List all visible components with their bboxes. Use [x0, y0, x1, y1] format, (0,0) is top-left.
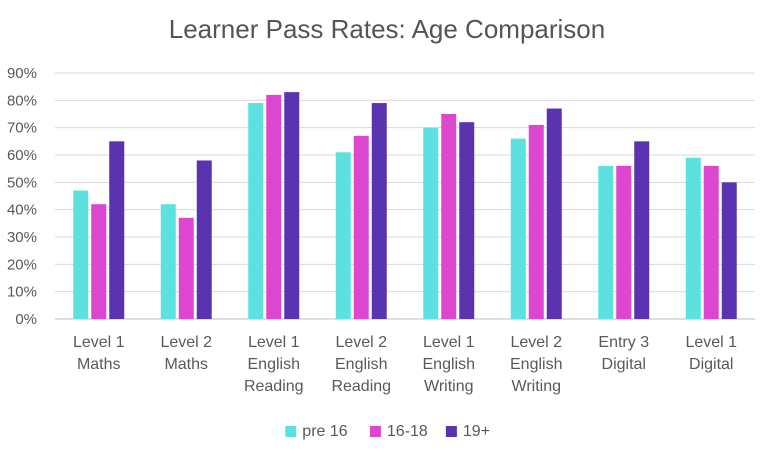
y-tick-label: 0%: [15, 311, 37, 328]
bar: [178, 217, 194, 319]
bar: [703, 165, 719, 319]
bar: [353, 135, 369, 319]
bar: [616, 165, 632, 319]
bar: [266, 94, 282, 319]
y-tick-label: 50%: [7, 174, 37, 191]
x-tick-label: Level 1 Maths: [73, 334, 125, 373]
legend-swatch: [285, 426, 297, 437]
bar: [109, 141, 125, 319]
bar: [160, 204, 176, 319]
bar: [371, 103, 387, 319]
x-tick-label: Level 2 English Writing: [510, 334, 562, 395]
legend-label: 19+: [463, 423, 490, 440]
bar: [721, 182, 737, 319]
bar: [284, 92, 300, 319]
bars: [73, 92, 737, 320]
legend-swatch: [445, 426, 457, 437]
y-tick-label: 20%: [7, 256, 37, 273]
bar: [441, 114, 457, 319]
legend-label: 16-18: [387, 423, 428, 440]
chart-title: Learner Pass Rates: Age Comparison: [169, 14, 605, 44]
y-tick-label: 70%: [7, 120, 37, 137]
y-tick-label: 60%: [7, 147, 37, 164]
y-tick-label: 80%: [7, 92, 37, 109]
bar: [196, 160, 212, 319]
y-tick-label: 30%: [7, 229, 37, 246]
bar: [423, 127, 439, 320]
x-tick-label: Entry 3 Digital: [598, 334, 649, 373]
bar: [335, 152, 351, 319]
x-tick-label: Level 2 Maths: [160, 334, 212, 373]
legend: pre 16 16-18 19+: [285, 423, 490, 440]
x-tick-label: Level 1 English Reading: [244, 334, 304, 395]
x-tick-label: Level 1 English Writing: [423, 334, 475, 395]
x-tick-label: Level 1 Digital: [685, 334, 737, 373]
legend-swatch: [369, 426, 381, 437]
x-tick-label: Level 2 English Reading: [331, 334, 391, 395]
bar: [248, 103, 264, 319]
gridlines: [55, 72, 755, 320]
bar: [91, 204, 107, 319]
y-axis-ticks: 0% 10% 20% 30% 40% 50% 60% 70% 80% 90%: [7, 65, 37, 328]
bar: [73, 190, 89, 319]
y-tick-label: 10%: [7, 284, 37, 301]
x-axis-ticks: Level 1 Maths Level 2 Maths Level 1 English Re…: [73, 334, 737, 395]
bar: [459, 122, 475, 319]
bar: [510, 138, 526, 319]
legend-label: pre 16: [302, 423, 347, 440]
y-tick-label: 90%: [7, 65, 37, 82]
bar: [528, 124, 544, 319]
bar: [598, 165, 614, 319]
bar: [634, 141, 650, 319]
y-tick-label: 40%: [7, 202, 37, 219]
bar: [546, 108, 562, 320]
bar: [685, 157, 701, 319]
